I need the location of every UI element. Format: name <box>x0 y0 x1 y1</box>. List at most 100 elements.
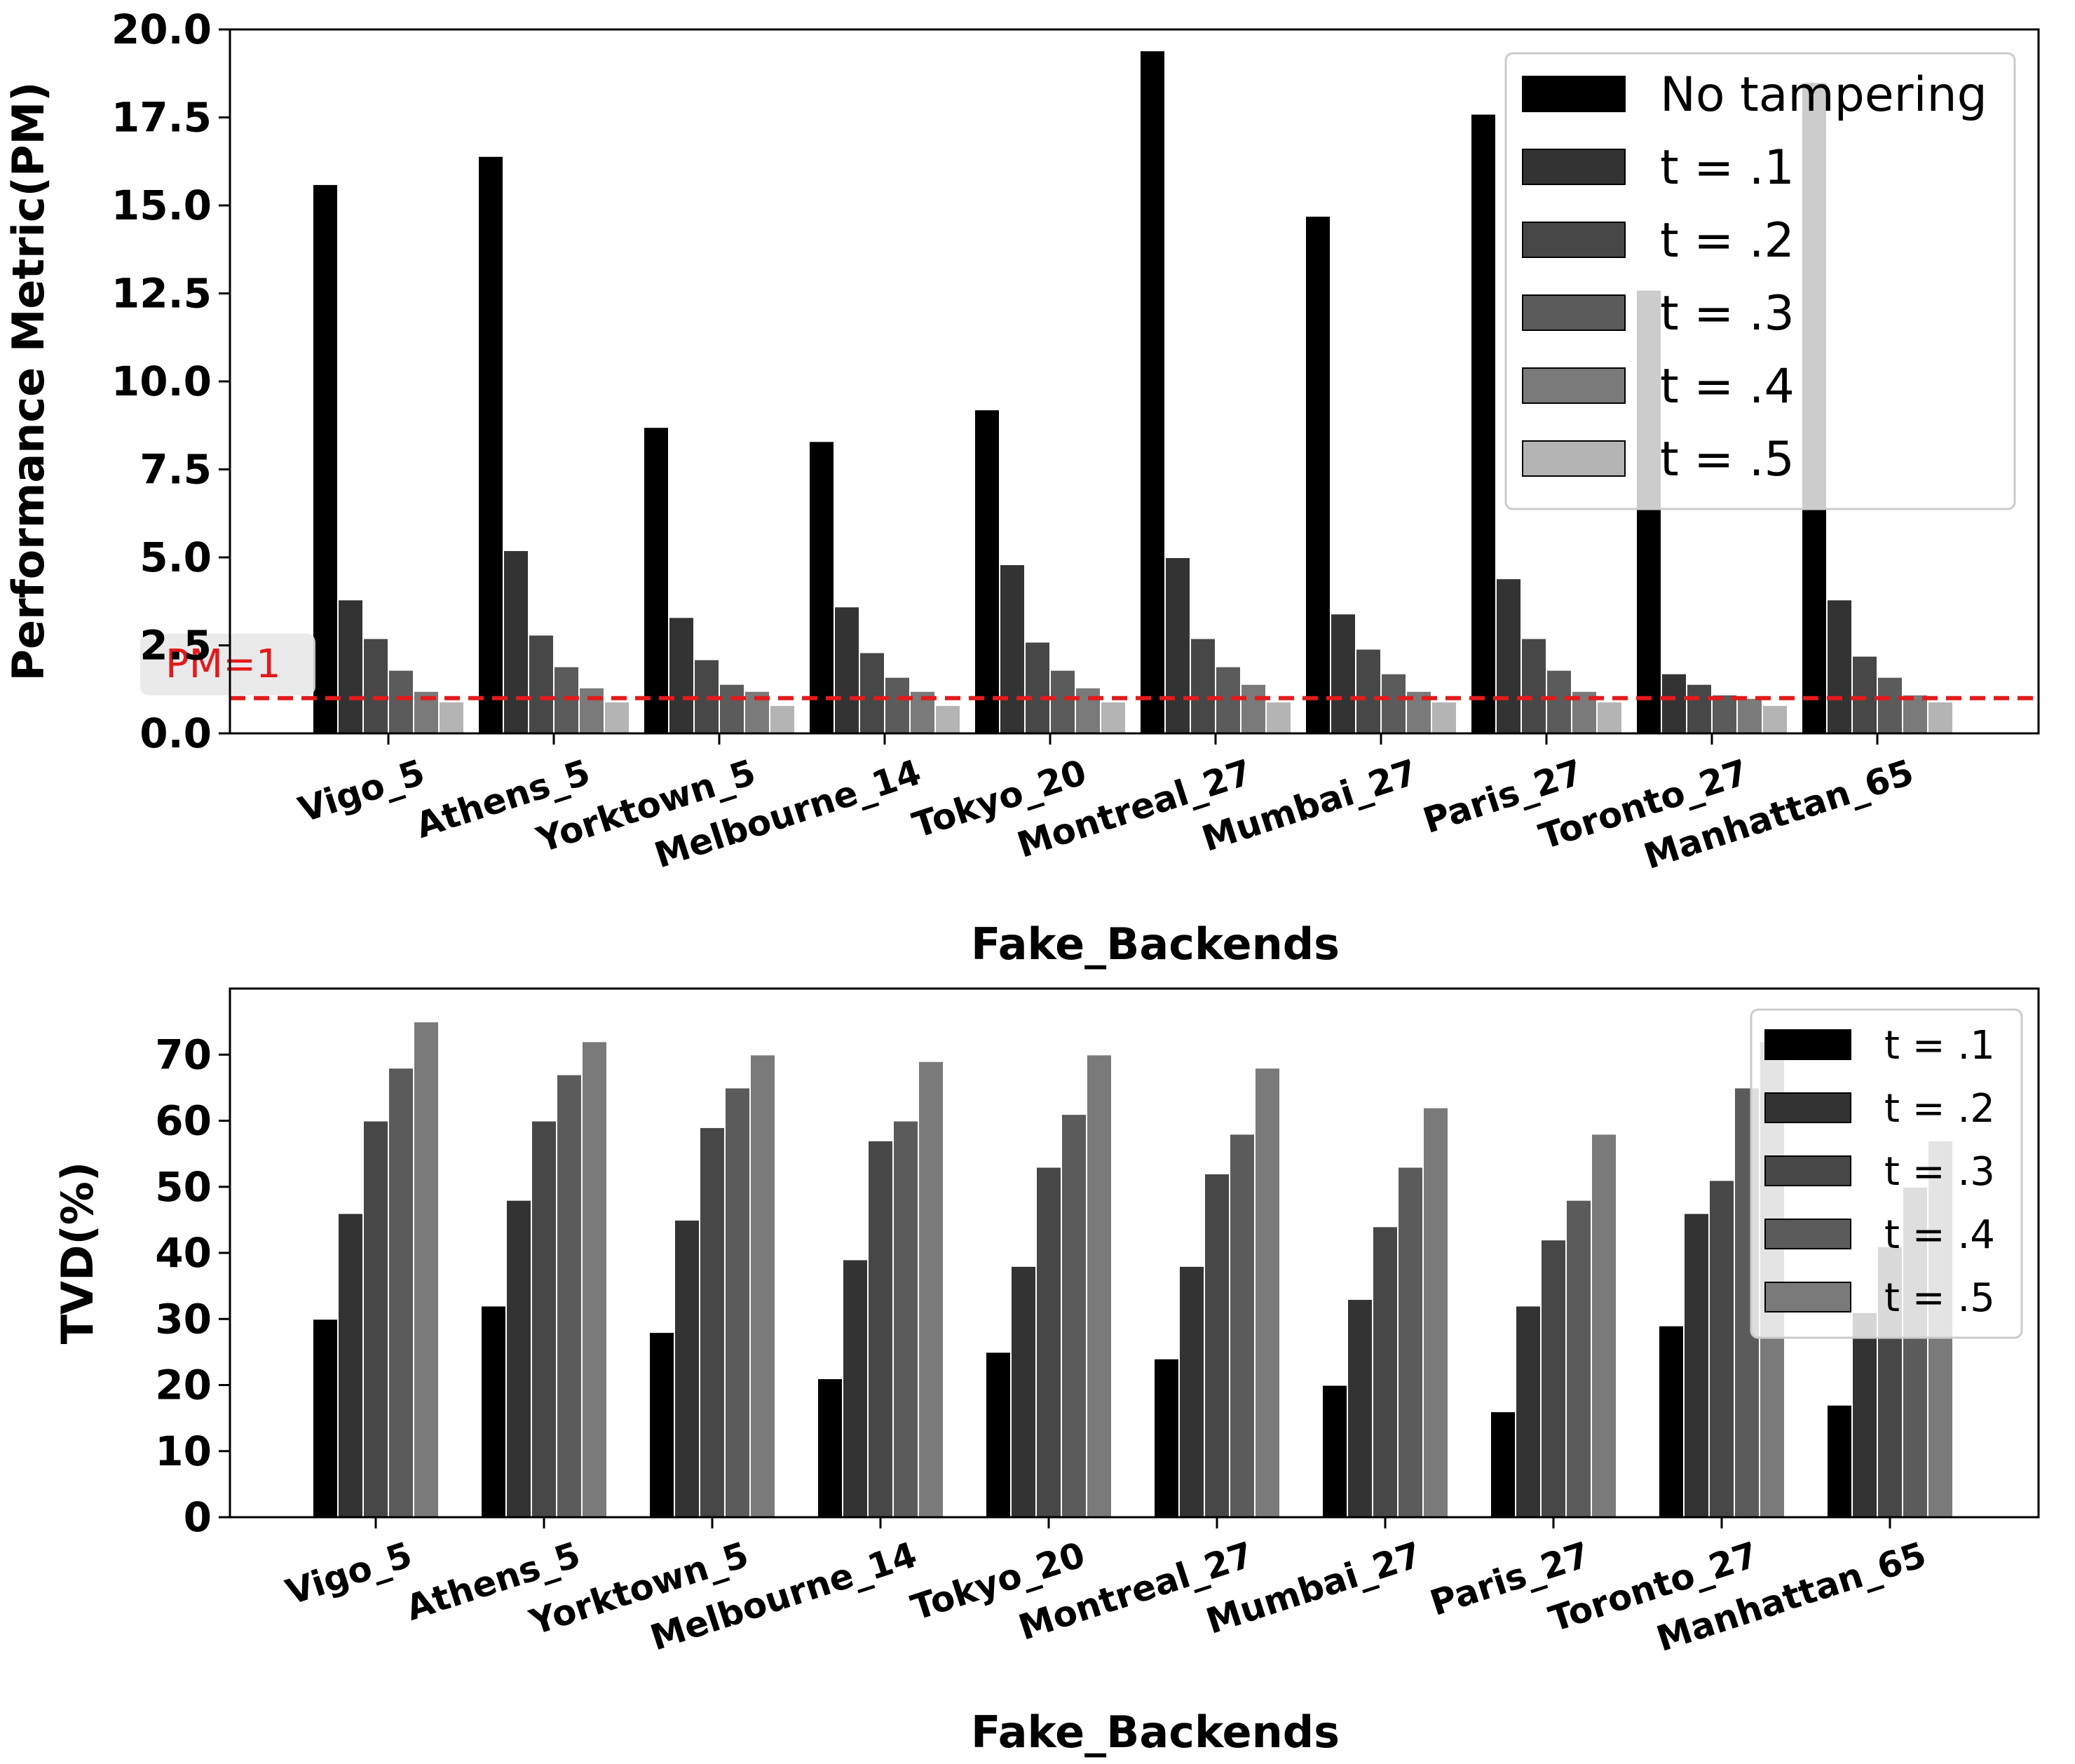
pm-bar-montreal-27-t-5 <box>1265 700 1292 735</box>
tvd-ytick-label-60: 60 <box>155 1097 212 1145</box>
tvd-bar-tokyo-20-t-5 <box>1086 1054 1113 1518</box>
pm-chart: PM=1 0.0 2.5 5.0 7.5 10.0 12.5 15.0 17.5 20.0 Vigo… <box>3 6 2040 970</box>
pm-ytick-label-2-5: 2.5 <box>140 622 212 670</box>
pm-ytick-label-5-0: 5.0 <box>140 534 212 581</box>
tvd-y-axis-label: TVD(%) <box>52 1162 103 1345</box>
pm-legend-swatch-t-4 <box>1522 367 1626 404</box>
pm-bar-vigo-5-no-tampering <box>312 183 339 734</box>
tvd-legend-swatch-t-1 <box>1764 1029 1851 1060</box>
pm-bar-mumbai-27-t-3 <box>1380 672 1407 734</box>
tvd-bar-tokyo-20-t-1 <box>985 1351 1012 1518</box>
tvd-bar-paris-27-t-2 <box>1515 1305 1542 1519</box>
tvd-bar-athens-5-t-2 <box>505 1199 532 1518</box>
tvd-bar-athens-5-t-1 <box>480 1305 507 1519</box>
pm-bar-toronto-27-t-4 <box>1736 697 1763 734</box>
tvd-bar-melbourne-14-t-4 <box>892 1120 919 1518</box>
tvd-ytick-label-20: 20 <box>155 1362 212 1409</box>
tvd-legend-swatch-t-2 <box>1764 1092 1851 1123</box>
tvd-x-axis-label: Fake_Backends <box>971 1707 1340 1758</box>
tvd-xtick-label-vigo-5: Vigo_5 <box>281 1534 417 1613</box>
tvd-bar-montreal-27-t-2 <box>1178 1265 1205 1518</box>
pm-bar-yorktown-5-t-5 <box>769 704 796 735</box>
pm-ytick-label-7-5: 7.5 <box>140 446 212 494</box>
pm-bar-mumbai-27-t-2 <box>1355 648 1382 735</box>
pm-bar-athens-5-no-tampering <box>477 155 504 735</box>
tvd-bar-vigo-5-t-2 <box>337 1212 364 1518</box>
tvd-bar-paris-27-t-1 <box>1490 1411 1516 1518</box>
pm-ytick-label-15-0: 15.0 <box>111 182 212 229</box>
pm-bar-manhattan-65-t-3 <box>1877 676 1903 734</box>
tvd-bar-tokyo-20-t-3 <box>1035 1166 1062 1518</box>
tvd-legend-label-t-5: t = .5 <box>1884 1275 1995 1321</box>
tvd-bar-paris-27-t-5 <box>1591 1133 1617 1518</box>
pm-legend-label-t-1: t = .1 <box>1660 140 1795 196</box>
tvd-chart: 010203040506070Vigo_5Athens_5Yorktown_5M… <box>52 987 2040 1758</box>
tvd-ytick-label-40: 40 <box>155 1229 212 1277</box>
pm-legend-label-t-4: t = .4 <box>1660 359 1795 414</box>
tvd-legend-swatch-t-4 <box>1764 1219 1851 1249</box>
pm-bar-toronto-27-t-1 <box>1661 672 1687 734</box>
tvd-bar-mumbai-27-t-4 <box>1397 1166 1424 1518</box>
tvd-ytick-label-30: 30 <box>155 1295 212 1343</box>
tvd-legend-label-t-2: t = .2 <box>1884 1086 1995 1132</box>
pm-bar-manhattan-65-t-4 <box>1902 693 1928 735</box>
tvd-ytick-label-0: 0 <box>184 1493 212 1541</box>
tvd-bar-toronto-27-t-1 <box>1658 1324 1685 1519</box>
tvd-bar-montreal-27-t-3 <box>1204 1172 1230 1519</box>
pm-bar-manhattan-65-t-2 <box>1851 655 1878 734</box>
pm-y-axis-label: Performance Metric(PM) <box>3 82 54 681</box>
tvd-bar-montreal-27-t-5 <box>1254 1067 1281 1518</box>
pm-bar-mumbai-27-no-tampering <box>1305 215 1331 734</box>
tvd-bar-mumbai-27-t-3 <box>1372 1226 1399 1519</box>
pm-bar-toronto-27-t-3 <box>1711 693 1738 735</box>
pm-bar-tokyo-20-no-tampering <box>974 409 1000 734</box>
pm-legend-label-t-3: t = .3 <box>1660 286 1795 341</box>
pm-bar-melbourne-14-t-3 <box>884 676 911 734</box>
tvd-ytick-label-70: 70 <box>155 1031 212 1078</box>
pm-bar-paris-27-t-1 <box>1495 578 1522 734</box>
tvd-bar-yorktown-5-t-5 <box>749 1054 776 1518</box>
pm-bar-tokyo-20-t-5 <box>1100 700 1127 735</box>
pm-legend-swatch-t-3 <box>1522 294 1626 331</box>
tvd-bar-yorktown-5-t-3 <box>699 1126 726 1519</box>
pm-bar-athens-5-t-2 <box>528 634 555 734</box>
pm-bar-mumbai-27-t-5 <box>1431 700 1457 735</box>
tvd-legend-label-t-1: t = .1 <box>1884 1023 1995 1068</box>
tvd-bar-athens-5-t-3 <box>531 1120 557 1518</box>
tvd-bar-toronto-27-t-2 <box>1683 1212 1710 1518</box>
tvd-bar-toronto-27-t-3 <box>1708 1179 1735 1518</box>
tvd-bar-montreal-27-t-1 <box>1153 1357 1180 1519</box>
pm-legend-box <box>1504 52 2016 510</box>
pm-bar-montreal-27-no-tampering <box>1139 50 1166 735</box>
pm-bar-tokyo-20-t-1 <box>999 564 1026 734</box>
pm-ytick-label-17-5: 17.5 <box>111 94 212 142</box>
tvd-bar-vigo-5-t-3 <box>362 1120 389 1518</box>
tvd-bar-melbourne-14-t-1 <box>817 1378 843 1518</box>
tvd-legend-swatch-t-5 <box>1764 1282 1851 1312</box>
pm-bar-athens-5-t-5 <box>604 700 630 735</box>
pm-legend-label-t-5: t = .5 <box>1660 432 1795 487</box>
pm-bar-melbourne-14-t-1 <box>834 606 860 735</box>
pm-reference-label: PM=1 <box>165 642 281 687</box>
pm-legend-swatch-t-2 <box>1522 222 1626 258</box>
pm-bar-vigo-5-t-1 <box>337 599 364 734</box>
tvd-bar-melbourne-14-t-2 <box>842 1258 869 1519</box>
tvd-legend-box <box>1750 1008 2023 1339</box>
pm-ytick-label-12-5: 12.5 <box>111 270 212 318</box>
tvd-bar-montreal-27-t-4 <box>1229 1133 1256 1518</box>
tvd-legend-label-t-4: t = .4 <box>1884 1212 1995 1258</box>
pm-bar-montreal-27-t-2 <box>1190 637 1216 735</box>
pm-bar-toronto-27-t-5 <box>1762 704 1788 735</box>
tvd-bar-vigo-5-t-5 <box>413 1021 440 1518</box>
tvd-bar-tokyo-20-t-2 <box>1010 1265 1037 1518</box>
pm-bar-mumbai-27-t-1 <box>1330 613 1356 734</box>
pm-ytick-label-10-0: 10.0 <box>111 358 212 405</box>
tvd-legend-label-t-3: t = .3 <box>1884 1149 1995 1195</box>
pm-ytick-label-0-0: 0.0 <box>140 710 212 757</box>
pm-bar-yorktown-5-t-3 <box>719 683 745 734</box>
tvd-bar-athens-5-t-4 <box>556 1073 583 1518</box>
pm-bar-manhattan-65-t-5 <box>1927 700 1954 735</box>
pm-bar-tokyo-20-t-2 <box>1024 641 1051 734</box>
pm-bar-melbourne-14-t-2 <box>859 651 885 734</box>
